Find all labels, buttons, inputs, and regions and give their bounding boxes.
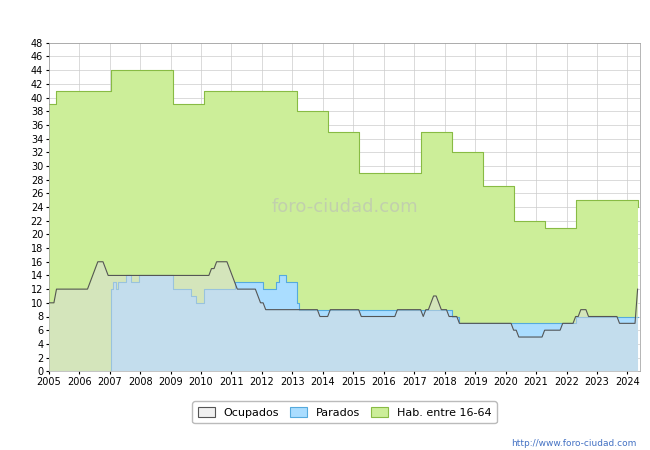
Text: foro-ciudad.com: foro-ciudad.com	[271, 198, 418, 216]
Legend: Ocupados, Parados, Hab. entre 16-64: Ocupados, Parados, Hab. entre 16-64	[192, 401, 497, 423]
Text: http://www.foro-ciudad.com: http://www.foro-ciudad.com	[512, 439, 637, 448]
Text: Bujalaro - Evolucion de la poblacion en edad de Trabajar Abril de 2024: Bujalaro - Evolucion de la poblacion en …	[67, 9, 583, 24]
